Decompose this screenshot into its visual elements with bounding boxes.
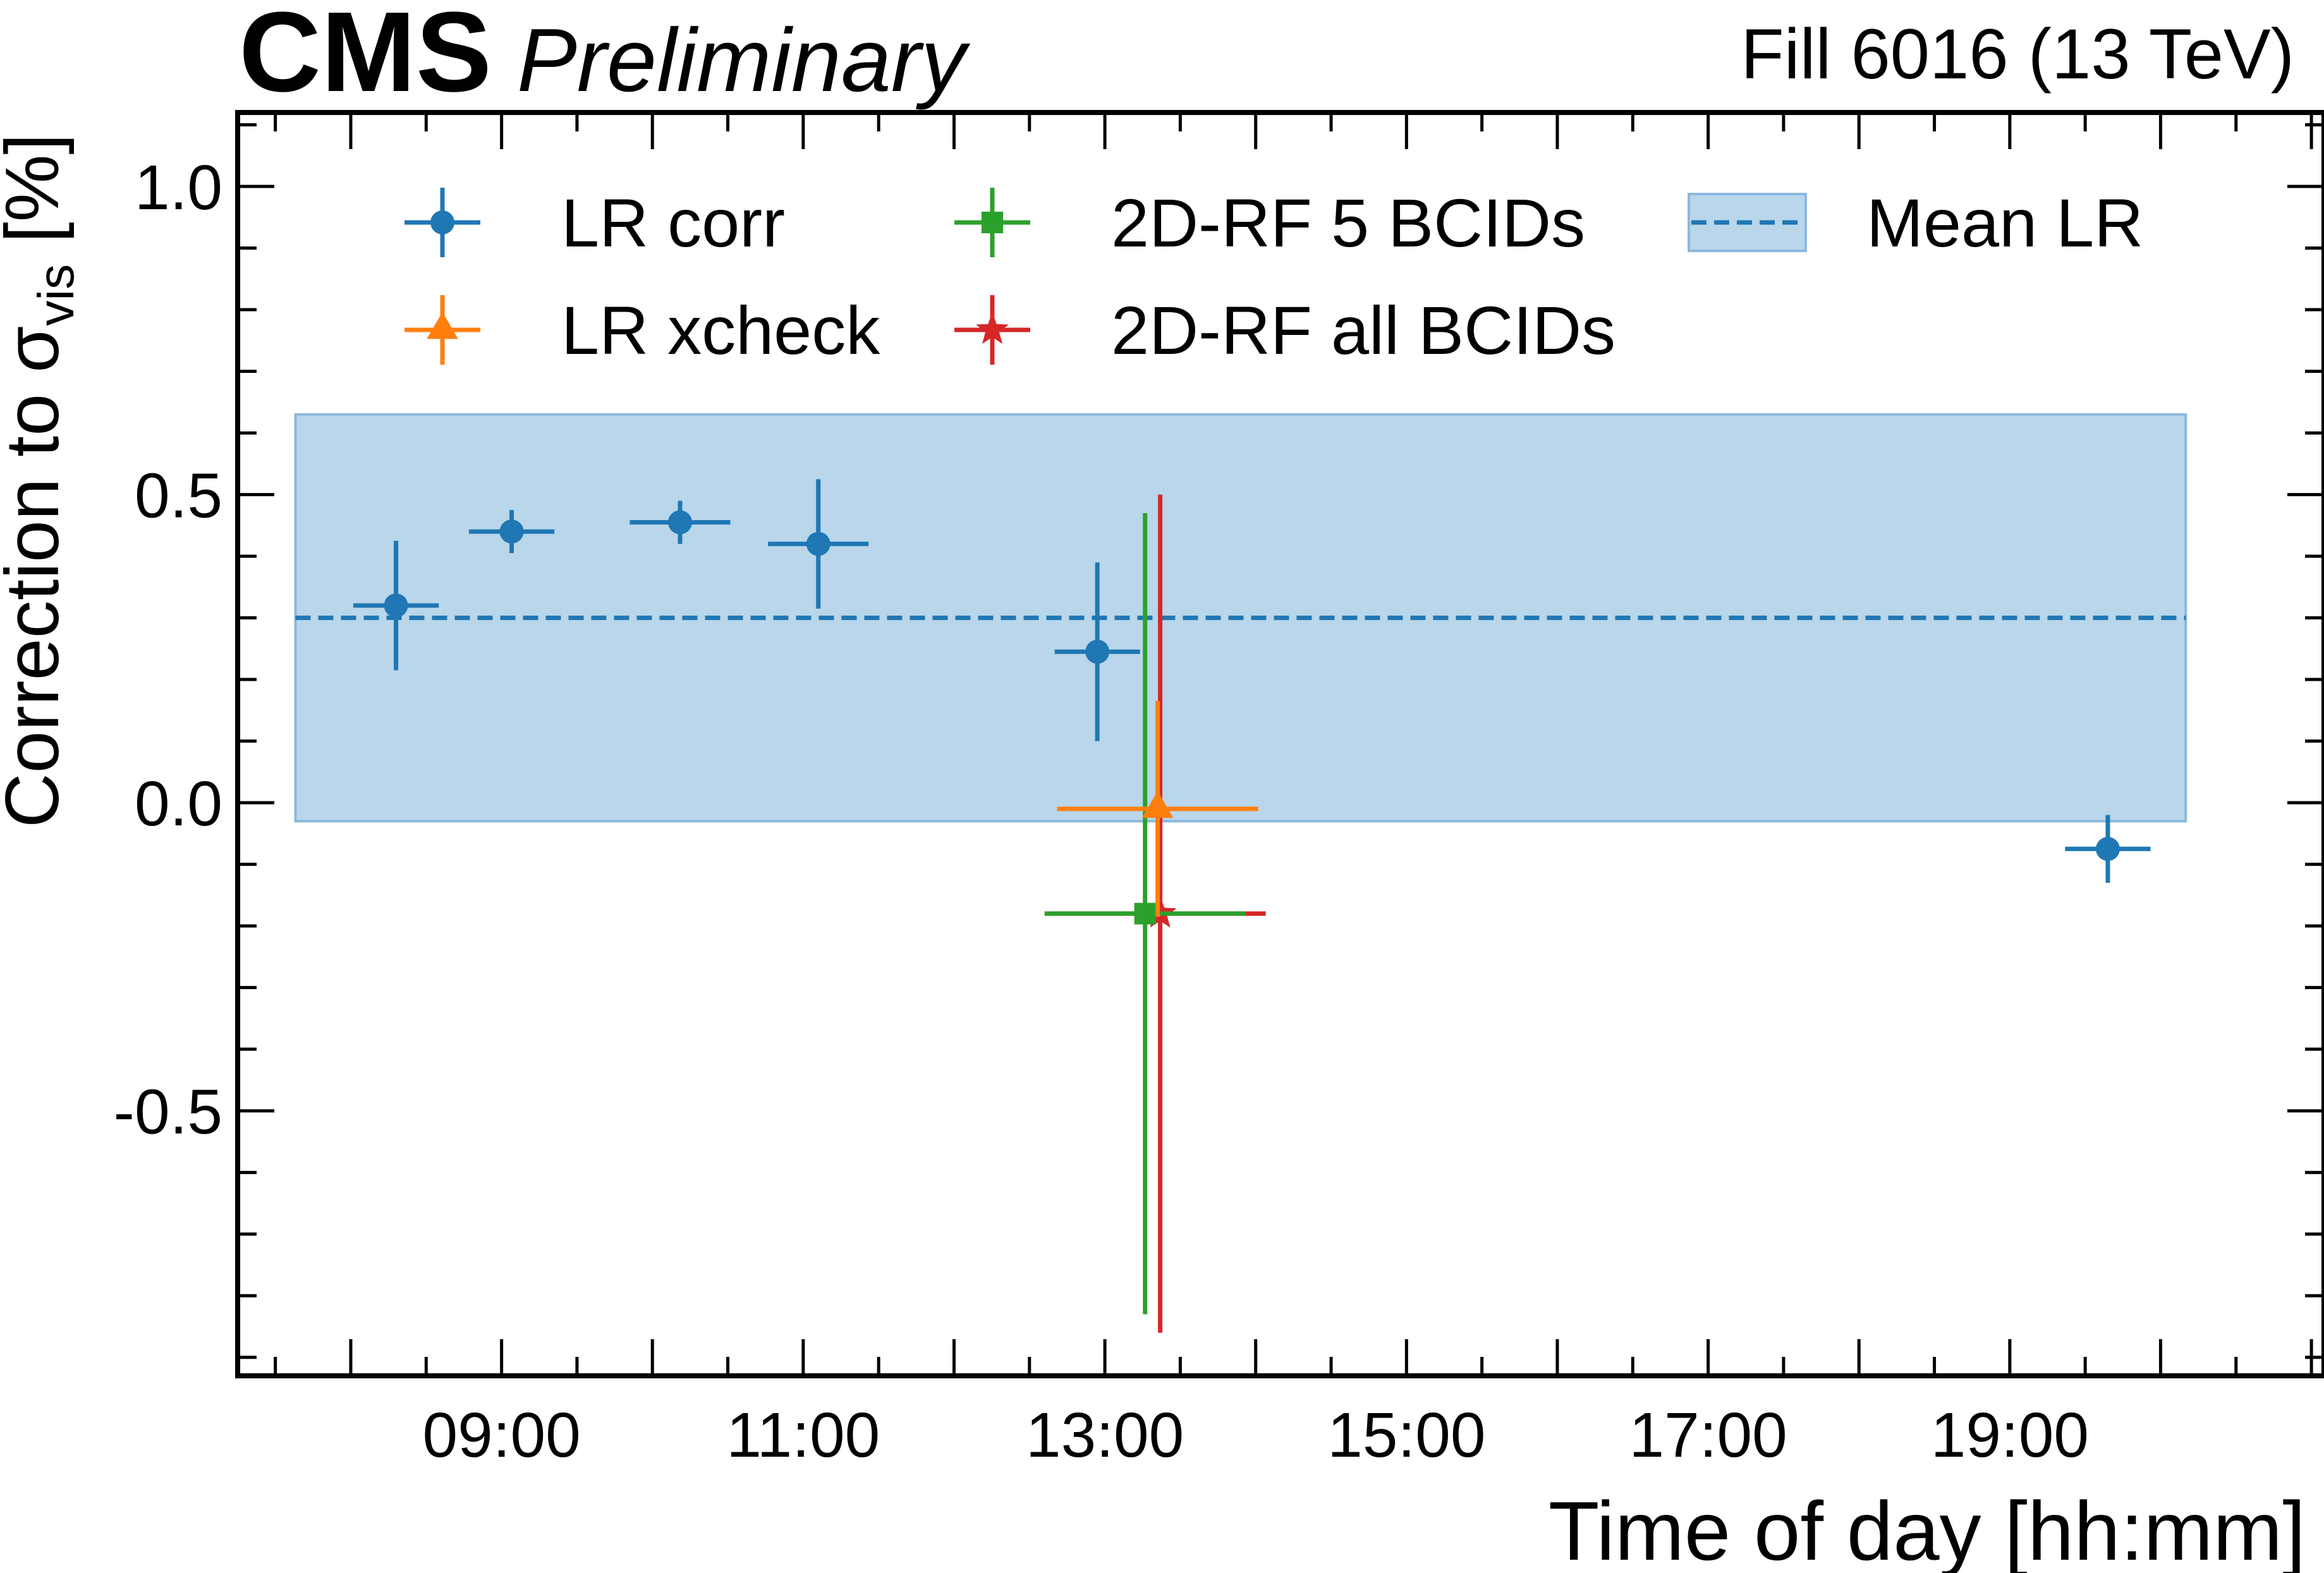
y-axis-title-sub: vis bbox=[28, 264, 84, 326]
fill-label: Fill 6016 (13 TeV) bbox=[1741, 15, 2294, 94]
y-tick-label: 0.5 bbox=[135, 461, 222, 531]
x-tick-label: 09:00 bbox=[422, 1400, 580, 1471]
legend: LR corr LR xcheck 2D-RF 5 BCIDs 2D-RF all B… bbox=[405, 185, 2143, 368]
x-tick-label: 13:00 bbox=[1026, 1400, 1184, 1471]
legend-lr-xcheck-label: LR xcheck bbox=[561, 292, 880, 368]
cms-label: CMS bbox=[239, 0, 492, 116]
y-tick-label: 0.0 bbox=[135, 768, 222, 839]
y-axis-title-main: Correction to σ bbox=[0, 326, 75, 828]
lr-xcheck-point-0 bbox=[1141, 791, 1174, 818]
x-tick-label: 17:00 bbox=[1629, 1400, 1787, 1471]
lr-corr-point-3 bbox=[806, 531, 830, 556]
lr-corr-point-0 bbox=[384, 593, 408, 618]
lr-corr-point-5 bbox=[2095, 837, 2120, 861]
data-layer bbox=[294, 413, 2187, 1333]
y-tick-label: 1.0 bbox=[135, 152, 222, 223]
lr-corr-point-2 bbox=[667, 510, 692, 535]
x-axis-title: Time of day [hh:mm] bbox=[1548, 1485, 2306, 1573]
x-tick-label: 11:00 bbox=[726, 1400, 880, 1471]
legend-2d-rf-all-bcids-label: 2D-RF all BCIDs bbox=[1111, 292, 1615, 368]
x-tick-label: 15:00 bbox=[1327, 1400, 1485, 1471]
2d-rf-5-bcids-point-0 bbox=[1134, 902, 1156, 925]
x-tick-label: 19:00 bbox=[1931, 1400, 2089, 1471]
tick-layer: 09:00 11:00 13:00 15:00 17:00 19:00 1.0 0.5 0.0 -… bbox=[114, 112, 2324, 1471]
legend-lr-xcheck-marker bbox=[427, 312, 458, 339]
y-axis-title-unit: [%] bbox=[0, 133, 75, 264]
legend-2d-rf-5-bcids-marker bbox=[981, 211, 1004, 234]
legend-2d-rf-5-bcids-label: 2D-RF 5 BCIDs bbox=[1111, 185, 1585, 261]
plot-frame bbox=[235, 110, 2324, 1378]
legend-2d-rf-all-bcids-marker bbox=[975, 312, 1009, 344]
y-axis-title: Correction to σvis [%] bbox=[0, 133, 84, 828]
legend-lr-corr-label: LR corr bbox=[561, 185, 785, 261]
lr-corr-point-1 bbox=[499, 519, 524, 544]
preliminary-label: Preliminary bbox=[517, 10, 971, 111]
lr-corr-point-4 bbox=[1085, 640, 1110, 664]
legend-mean-lr-label: Mean LR bbox=[1866, 185, 2143, 261]
legend-lr-corr-marker bbox=[430, 210, 454, 234]
y-tick-label: -0.5 bbox=[114, 1077, 222, 1148]
